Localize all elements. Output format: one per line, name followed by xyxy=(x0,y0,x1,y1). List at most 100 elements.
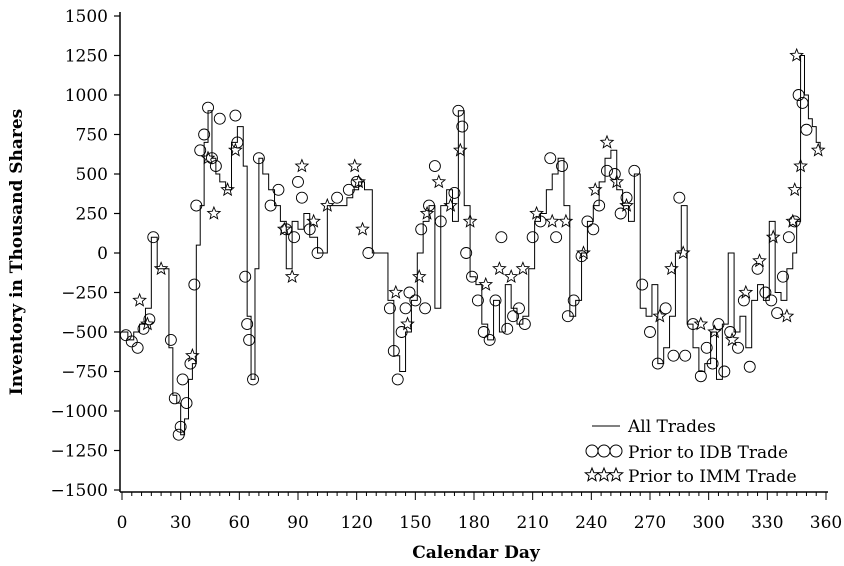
idb-circle-marker xyxy=(409,294,422,307)
idb-circle-marker xyxy=(415,223,428,236)
imm-star-marker xyxy=(765,229,781,244)
idb-circle-marker xyxy=(526,231,539,244)
idb-circle-marker xyxy=(229,109,242,122)
series-line-all-trades xyxy=(122,55,821,436)
idb-circle-marker xyxy=(550,231,563,244)
imm-star-marker xyxy=(793,158,808,173)
imm-star-marker xyxy=(785,213,801,228)
imm-star-marker xyxy=(752,253,767,268)
idb-circle-marker xyxy=(489,294,502,307)
idb-circle-marker xyxy=(460,247,473,259)
x-tick-label: 180 xyxy=(458,513,490,533)
idb-circle-marker xyxy=(759,286,772,299)
x-tick-label: 120 xyxy=(340,513,372,533)
x-tick-label: 90 xyxy=(287,513,309,533)
imm-star-marker xyxy=(355,221,370,236)
idb-circle-marker xyxy=(272,183,285,196)
idb-circle-marker xyxy=(188,278,201,291)
imm-star-marker xyxy=(400,316,415,331)
imm-star-marker xyxy=(779,308,795,323)
idb-circle-marker xyxy=(174,420,187,433)
imm-star-marker xyxy=(558,213,574,228)
idb-circle-marker xyxy=(581,215,594,228)
idb-circle-marker xyxy=(202,101,214,114)
imm-star-marker xyxy=(419,205,435,220)
imm-star-marker xyxy=(789,47,804,62)
idb-circle-marker xyxy=(243,333,256,346)
idb-circle-marker xyxy=(732,341,744,354)
imm-star-marker xyxy=(652,308,668,323)
imm-star-marker xyxy=(153,261,169,276)
x-tick-label: 360 xyxy=(810,513,842,533)
idb-circle-marker xyxy=(601,164,613,177)
idb-circle-marker xyxy=(172,428,185,441)
idb-circle-marker xyxy=(194,144,207,157)
imm-star-marker xyxy=(544,213,560,228)
idb-circle-marker xyxy=(587,223,600,236)
imm-star-marker xyxy=(206,205,222,220)
y-tick-label: 0 xyxy=(97,244,108,264)
idb-circle-marker xyxy=(448,187,461,199)
imm-star-marker xyxy=(724,332,740,347)
idb-circle-marker xyxy=(295,191,308,204)
imm-star-marker xyxy=(140,316,155,331)
idb-circle-marker xyxy=(556,160,568,173)
imm-star-marker xyxy=(411,268,427,284)
y-tick-label: 1000 xyxy=(65,86,108,106)
idb-circle-marker xyxy=(501,322,514,335)
idb-circle-marker xyxy=(180,397,193,410)
y-tick-label: 750 xyxy=(76,126,108,146)
idb-circle-marker xyxy=(534,215,547,228)
imm-star-marker xyxy=(738,284,754,299)
y-tick-label: −1000 xyxy=(50,402,108,422)
imm-star-marker xyxy=(462,213,478,228)
idb-circle-marker xyxy=(198,128,211,141)
legend: All Trades Prior to IDB Trade Prior to I… xyxy=(583,417,797,487)
idb-circle-marker xyxy=(700,341,713,354)
y-tick-label: 1500 xyxy=(65,7,108,27)
idb-circle-marker xyxy=(751,262,764,275)
y-tick-label: 250 xyxy=(76,205,108,225)
imm-star-marker xyxy=(443,197,458,212)
idb-circle-marker xyxy=(143,313,156,326)
imm-star-marker xyxy=(388,284,404,299)
imm-star-marker xyxy=(220,182,235,197)
chart-axes xyxy=(119,12,828,493)
idb-circle-marker xyxy=(428,160,441,173)
idb-circle-marker xyxy=(387,345,400,357)
idb-circle-marker xyxy=(213,112,226,125)
imm-star-marker xyxy=(200,150,216,165)
x-tick-label: 240 xyxy=(575,513,607,533)
idb-circle-marker xyxy=(507,310,520,323)
idb-circle-marker xyxy=(362,247,375,259)
idb-circle-marker xyxy=(303,223,316,236)
idb-circle-marker xyxy=(706,357,719,370)
idb-circle-marker xyxy=(513,302,525,315)
idb-circle-marker xyxy=(737,294,750,307)
idb-circle-marker xyxy=(434,215,447,228)
imm-star-marker xyxy=(675,245,691,260)
idb-circle-marker xyxy=(687,318,699,331)
idb-circle-marker xyxy=(743,360,756,373)
imm-star-marker xyxy=(576,245,591,260)
idb-circle-marker xyxy=(288,231,301,244)
idb-circle-marker xyxy=(125,335,138,348)
imm-star-marker xyxy=(492,261,507,276)
legend-circle-glyph xyxy=(609,444,623,458)
imm-star-marker xyxy=(609,174,625,189)
imm-star-marker xyxy=(707,324,722,339)
x-tick-label: 330 xyxy=(751,513,783,533)
idb-circle-marker xyxy=(796,96,809,109)
idb-circle-marker xyxy=(119,329,132,342)
idb-circle-marker xyxy=(456,120,469,133)
idb-circle-marker xyxy=(628,164,641,177)
idb-circle-marker xyxy=(792,89,805,101)
x-ticks: 0 30 60 90 120 150 180 210 240 270 300 330 360 xyxy=(117,492,842,533)
legend-label-imm: Prior to IMM Trade xyxy=(628,467,797,487)
idb-circle-marker xyxy=(471,294,484,307)
idb-circle-marker xyxy=(131,341,144,354)
idb-circle-marker xyxy=(292,175,304,188)
y-tick-label: −1250 xyxy=(50,442,108,462)
idb-circle-marker xyxy=(544,152,557,165)
y-tick-label: −250 xyxy=(61,284,108,304)
